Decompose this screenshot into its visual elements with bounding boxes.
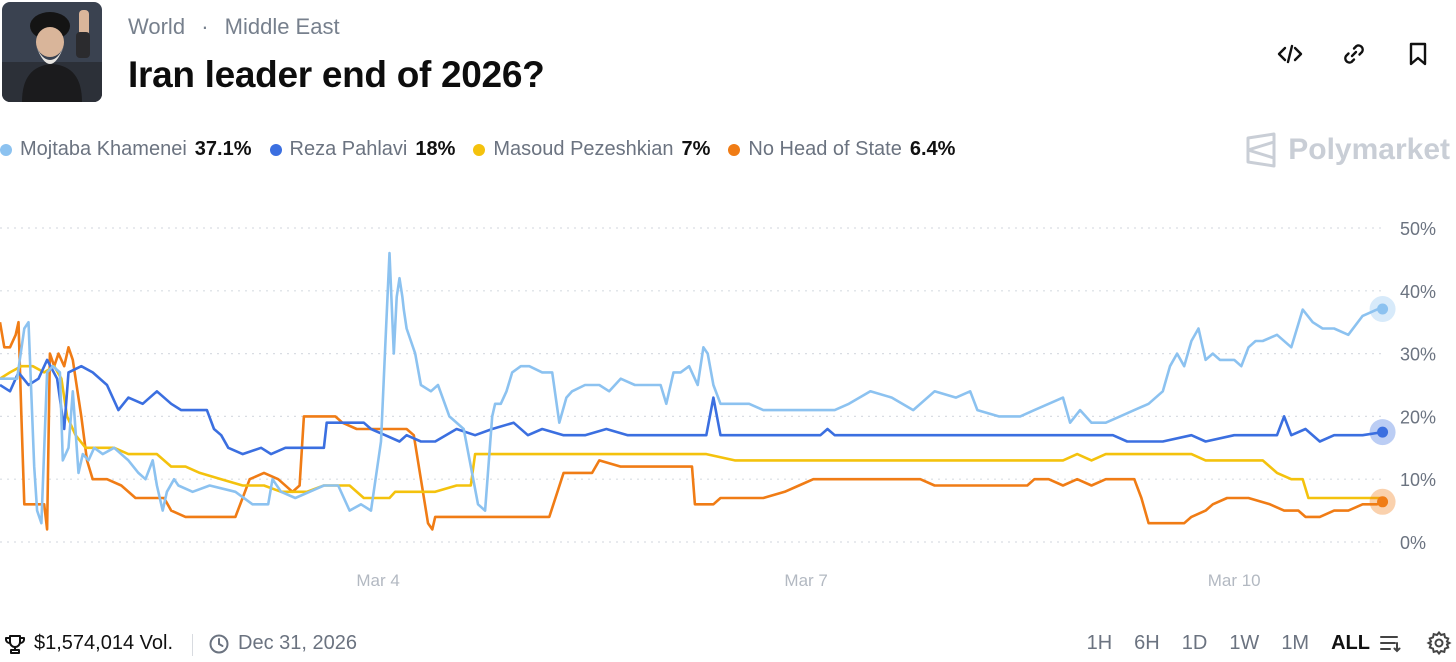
range-1w[interactable]: 1W: [1229, 632, 1260, 654]
range-6h[interactable]: 6H: [1134, 632, 1160, 654]
series-line: [0, 364, 1383, 500]
legend-item-mojtaba-khamenei[interactable]: Mojtaba Khamenei 37.1%: [0, 138, 252, 161]
series-end-dot: [1377, 426, 1389, 438]
clock-icon: [209, 634, 229, 653]
range-1m[interactable]: 1M: [1281, 632, 1310, 654]
trophy-icon: [5, 634, 25, 654]
chart-end-markers: [1369, 296, 1396, 515]
legend-name: Mojtaba Khamenei: [20, 138, 187, 160]
breadcrumb-item-world[interactable]: World: [128, 14, 186, 39]
x-tick-label: Mar 10: [1208, 571, 1261, 590]
market-thumbnail: [2, 2, 102, 102]
legend-name: Reza Pahlavi: [289, 138, 408, 160]
time-range-selector: 1H 6H 1D 1W 1M ALL: [1087, 632, 1370, 655]
legend-dot: [728, 143, 741, 156]
legend-dot: [473, 143, 486, 156]
range-1h[interactable]: 1H: [1086, 632, 1113, 654]
y-axis: 0% 10% 20% 30% 40% 50%: [1400, 219, 1436, 553]
legend-dot: [269, 143, 282, 156]
volume-text: $1,574,014 Vol.: [34, 632, 174, 654]
y-tick-label: 10%: [1400, 470, 1436, 490]
legend-value: 7%: [681, 138, 711, 160]
x-tick-label: Mar 4: [356, 571, 399, 590]
end-date-text: Dec 31, 2026: [238, 632, 357, 654]
gear-icon[interactable]: [1426, 630, 1452, 656]
polymarket-logo-icon: [1246, 132, 1276, 168]
end-date: Dec 31, 2026: [208, 632, 357, 655]
series-end-dot: [1377, 496, 1389, 508]
breadcrumb-item-middle-east[interactable]: Middle East: [224, 14, 340, 39]
series-line: [0, 358, 1383, 456]
y-tick-label: 30%: [1400, 345, 1436, 365]
legend-item-no-head-of-state[interactable]: No Head of State 6.4%: [728, 138, 955, 161]
legend-value: 18%: [415, 138, 456, 160]
y-tick-label: 20%: [1400, 407, 1436, 427]
y-tick-label: 50%: [1400, 219, 1436, 239]
range-1d[interactable]: 1D: [1181, 632, 1208, 654]
polymarket-watermark: Polymarket: [1244, 132, 1450, 168]
chart-lines: [0, 251, 1384, 531]
legend-dot: [0, 143, 12, 156]
series-end-dot: [1377, 303, 1389, 315]
x-tick-label: Mar 7: [784, 571, 827, 590]
legend-item-reza-pahlavi[interactable]: Reza Pahlavi 18%: [269, 138, 456, 161]
breadcrumb: World · Middle East: [128, 14, 340, 40]
range-all[interactable]: ALL: [1331, 632, 1370, 654]
price-history-chart[interactable]: 0% 10% 20% 30% 40% 50% Mar 4 Mar 7 Mar 10: [0, 190, 1456, 602]
header-actions: [1272, 36, 1436, 72]
legend-item-masoud-pezeshkian[interactable]: Masoud Pezeshkian 7%: [473, 138, 710, 161]
x-axis: Mar 4 Mar 7 Mar 10: [356, 571, 1260, 590]
embed-button[interactable]: [1272, 36, 1308, 72]
series-line: [0, 251, 1383, 525]
bookmark-button[interactable]: [1400, 36, 1436, 72]
chart-legend: Mojtaba Khamenei 37.1% Reza Pahlavi 18% …: [0, 138, 973, 161]
filter-lines-icon[interactable]: [1378, 631, 1402, 655]
chart-footer: $1,574,014 Vol. Dec 31, 2026 1H 6H 1D 1W…: [0, 622, 1456, 662]
embed-code-icon: [1277, 44, 1303, 64]
legend-name: Masoud Pezeshkian: [493, 138, 674, 160]
footer-actions: [1378, 630, 1452, 656]
breadcrumb-separator: ·: [201, 14, 209, 39]
chart-grid: [0, 227, 1386, 543]
footer-divider: [192, 634, 193, 656]
volume: $1,574,014 Vol.: [4, 632, 173, 655]
link-icon: [1344, 44, 1364, 64]
legend-name: No Head of State: [748, 138, 902, 160]
market-header: World · Middle East Iran leader end of 2…: [0, 0, 1456, 120]
y-tick-label: 0%: [1400, 533, 1426, 553]
page-title: Iran leader end of 2026?: [128, 54, 545, 95]
copy-link-button[interactable]: [1336, 36, 1372, 72]
y-tick-label: 40%: [1400, 282, 1436, 302]
bookmark-icon: [1409, 42, 1427, 66]
legend-value: 37.1%: [194, 138, 252, 160]
legend-value: 6.4%: [909, 138, 956, 160]
series-line: [0, 320, 1384, 531]
watermark-text: Polymarket: [1288, 133, 1450, 166]
